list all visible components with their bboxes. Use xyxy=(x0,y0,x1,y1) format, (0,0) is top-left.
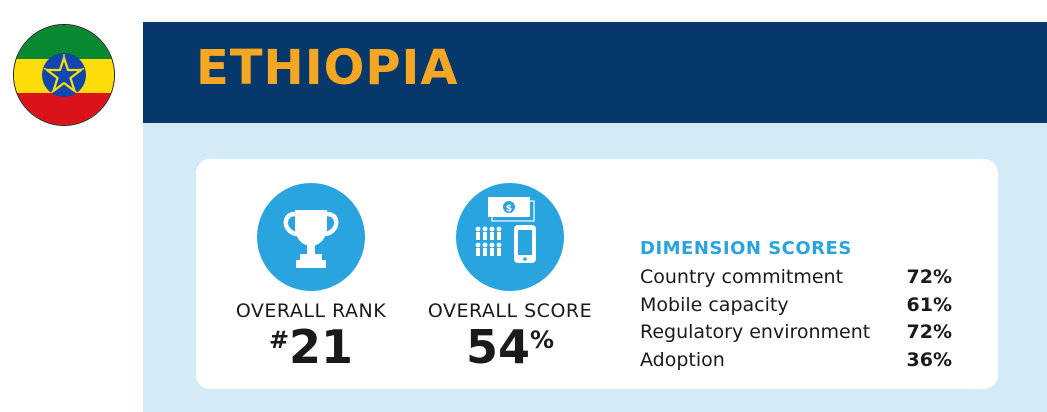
score-percent: % xyxy=(529,326,555,354)
star-emblem-icon xyxy=(42,53,86,97)
content-panel: $ OVERALL RANK #21 xyxy=(143,123,1047,412)
dimension-row: Regulatory environment 72% xyxy=(640,321,952,347)
rank-number: 21 xyxy=(289,320,354,374)
ethiopia-flag-icon xyxy=(13,24,115,126)
header-banner: ETHIOPIA xyxy=(143,22,1047,123)
dimension-value: 61% xyxy=(906,294,952,316)
dimension-name: Country commitment xyxy=(640,266,844,288)
dimension-row: Country commitment 72% xyxy=(640,266,952,292)
dimension-scores-heading: DIMENSION SCORES xyxy=(640,238,852,259)
trophy-icon xyxy=(283,210,339,268)
dimension-value: 36% xyxy=(906,349,952,371)
dimension-name: Mobile capacity xyxy=(640,294,789,316)
mobile-money-icon: $ xyxy=(475,197,536,263)
overall-score-value: 54% xyxy=(418,320,602,374)
dimension-row: Adoption 36% xyxy=(640,349,952,375)
overall-rank-label: OVERALL RANK xyxy=(235,300,387,322)
dimension-value: 72% xyxy=(906,321,952,343)
scores-card: $ OVERALL RANK #21 xyxy=(196,159,998,389)
rank-hash: # xyxy=(268,326,290,354)
score-circle: $ xyxy=(456,183,564,291)
dimension-row: Mobile capacity 61% xyxy=(640,294,952,320)
dimension-value: 72% xyxy=(906,266,952,288)
overall-score-label: OVERALL SCORE xyxy=(427,300,593,322)
overall-rank-value: #21 xyxy=(221,320,401,374)
svg-text:$: $ xyxy=(506,204,512,214)
country-title: ETHIOPIA xyxy=(196,40,459,96)
dimension-name: Regulatory environment xyxy=(640,321,871,343)
rank-circle xyxy=(257,183,365,291)
score-number: 54 xyxy=(465,320,530,374)
dimension-name: Adoption xyxy=(640,349,725,371)
